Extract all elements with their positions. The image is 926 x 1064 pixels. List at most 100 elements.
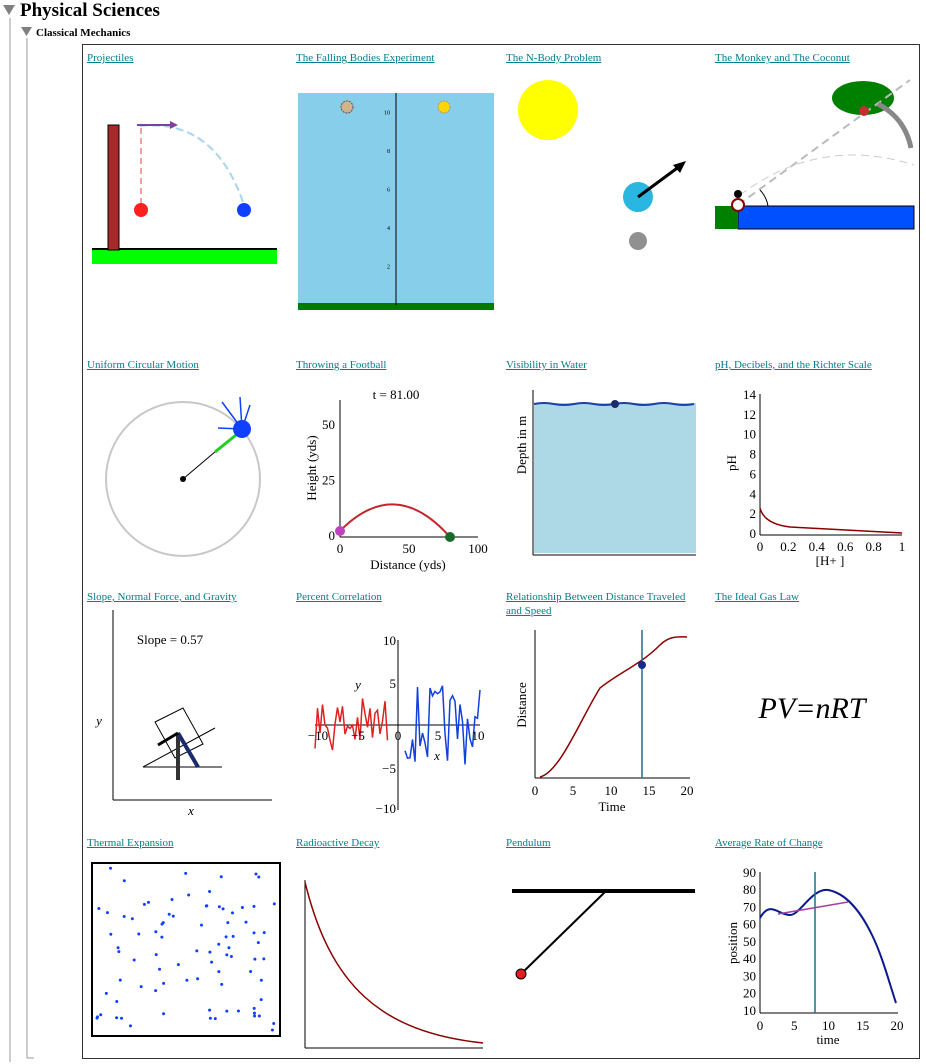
y-tick-label: 10 [384,110,390,116]
y-tick-label: 5 [390,676,397,691]
particle [128,1024,132,1028]
particle [105,911,109,915]
x-tick-label: 0.6 [837,539,854,554]
particle [257,875,261,879]
particle [208,1008,212,1012]
particle [220,982,224,986]
particle [158,967,162,971]
y-tick-label: 0 [750,526,757,541]
particle [270,1028,274,1032]
gallery-frame [82,44,920,1059]
gallery-link[interactable]: The N-Body Problem [506,52,602,64]
x-label: [H+ ] [816,553,845,568]
y-tick-label: 50 [743,934,756,949]
particle [116,946,120,950]
thumb-football [335,400,478,542]
particle [195,949,199,953]
gallery-link[interactable]: The Falling Bodies Experiment [296,52,435,64]
particle [160,922,164,926]
particle [208,1016,212,1020]
thumb-water [532,390,696,556]
particle [208,950,212,954]
gallery-link[interactable]: Slope, Normal Force, and Gravity [87,591,237,603]
particle [167,912,171,916]
particle [229,954,233,958]
gallery-link[interactable]: Average Rate of Change [715,837,823,849]
y-tick-label: 0 [329,528,336,543]
particle [217,905,221,909]
gallery-link[interactable]: pH, Decibels, and the Richter Scale [715,359,872,371]
x-tick-label: 20 [681,783,694,798]
y-tick-label: 50 [322,417,335,432]
y-tick-label: 10 [743,427,756,442]
gallery-link[interactable]: Relationship Between Distance Traveled a… [506,591,686,617]
particle [176,963,180,967]
particle [224,935,228,939]
x-tick-label: 0 [532,783,539,798]
particle [259,998,263,1002]
y-label: y [353,677,361,692]
particle [137,932,141,936]
section-title: Classical Mechanics [36,27,131,39]
y-tick-label: 40 [743,951,756,966]
y-tick-label: 10 [743,1003,756,1018]
x-tick-label: 10 [472,728,485,743]
x-tick-label: 0 [337,541,344,556]
particle [213,1017,217,1021]
particle [170,897,174,901]
y-tick-label: 90 [743,865,756,880]
thumb-thermal [91,862,281,1037]
particle [252,931,256,935]
particle [160,935,164,939]
x-tick-label: 5 [570,783,577,798]
particle [196,977,200,981]
gallery-link[interactable]: Throwing a Football [296,359,387,371]
gallery-link[interactable]: Pendulum [506,837,551,849]
particle [249,970,253,974]
particle [252,1011,256,1015]
expander[interactable] [3,5,15,15]
gallery-link[interactable]: Radioactive Decay [296,837,380,849]
thumb-projectiles [92,121,277,264]
particle [171,914,175,918]
x-tick-label: 0.4 [809,539,826,554]
particle [208,890,212,894]
particle [230,911,234,915]
caption: t = 81.00 [373,387,420,402]
y-tick-label: 4 [750,486,757,501]
thumb-distance [534,630,690,779]
gallery-link[interactable]: Thermal Expansion [87,837,174,849]
gallery-link[interactable]: Uniform Circular Motion [87,359,199,371]
x-tick-label: 0 [757,539,764,554]
x-tick-label: 10 [822,1018,835,1033]
particle [142,902,146,906]
particle [231,934,235,938]
particle [115,1000,119,1004]
gallery-link[interactable]: The Ideal Gas Law [715,591,799,603]
particle [117,950,121,954]
expander[interactable] [21,27,32,36]
gallery-link[interactable]: Projectiles [87,52,134,64]
x-tick-label: 0.8 [865,539,881,554]
gallery-link[interactable]: The Monkey and The Coconut [715,52,850,64]
x-label: x [433,748,440,763]
y-label: Height (yds) [304,435,319,500]
particle [154,930,158,934]
x-tick-label: 1 [899,539,906,554]
gallery-link[interactable]: Percent Correlation [296,591,382,603]
y-tick-label: 8 [750,447,757,462]
particle [253,957,257,961]
particle [122,879,126,883]
gallery-link[interactable]: Visibility in Water [506,359,587,371]
particle [252,1006,256,1010]
y-tick-label: 30 [743,968,756,983]
particle [187,893,191,897]
particle [256,941,260,945]
y-label: Depth in m [514,416,529,475]
particle [217,970,221,974]
thumb-pendulum [512,889,695,980]
particle [210,960,214,964]
y-tick-label: −10 [376,801,396,816]
